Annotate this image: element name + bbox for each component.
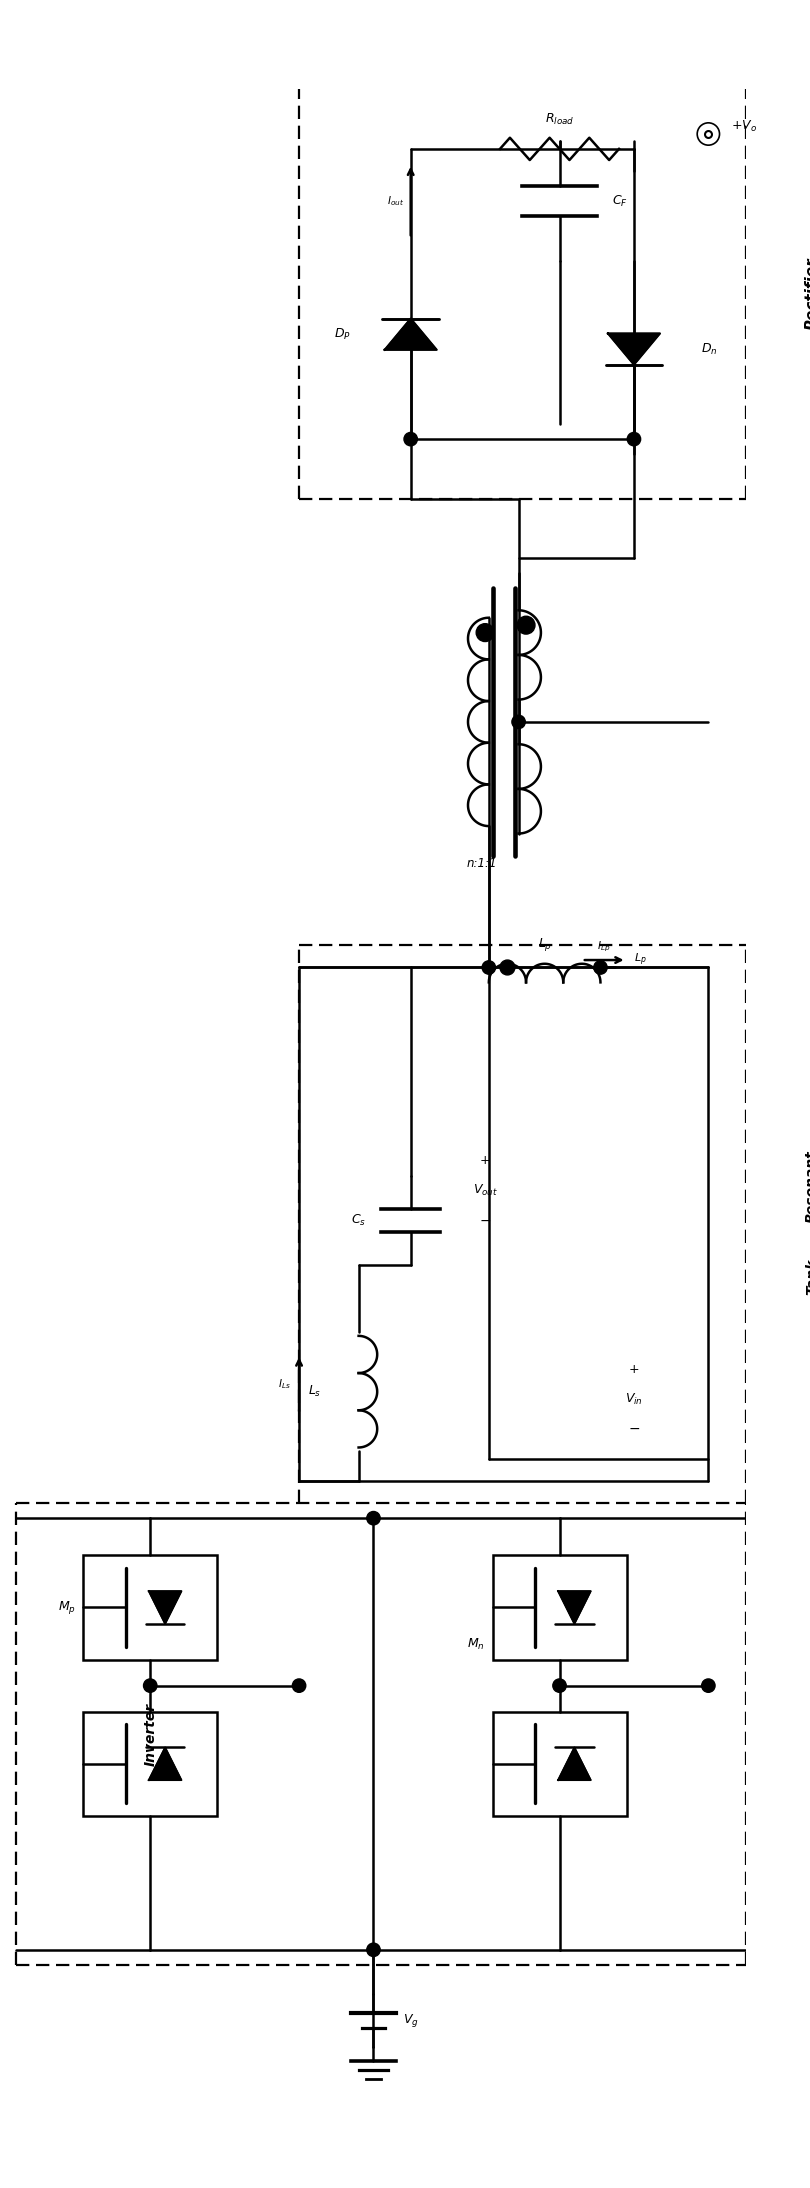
Text: −: −	[480, 1214, 491, 1227]
Text: +: +	[480, 1155, 490, 1168]
Polygon shape	[149, 1748, 181, 1781]
Text: $R_{load}$: $R_{load}$	[545, 112, 574, 127]
Polygon shape	[608, 333, 660, 365]
Text: Inverter: Inverter	[143, 1702, 157, 1766]
Circle shape	[553, 1678, 566, 1691]
Text: −: −	[628, 1422, 640, 1435]
Polygon shape	[149, 1591, 181, 1623]
Circle shape	[517, 617, 535, 635]
Text: $V_{in}$: $V_{in}$	[625, 1392, 643, 1407]
Text: $I_{out}$: $I_{out}$	[387, 195, 404, 208]
Text: $C_F$: $C_F$	[612, 193, 628, 208]
Circle shape	[627, 433, 641, 446]
Text: Resonant: Resonant	[805, 1151, 810, 1223]
Text: $+V_o$: $+V_o$	[731, 118, 757, 133]
Circle shape	[500, 961, 515, 976]
Circle shape	[594, 961, 608, 974]
Text: Rectifier: Rectifier	[805, 258, 810, 330]
Text: $D_P$: $D_P$	[335, 328, 352, 344]
Circle shape	[367, 1943, 380, 1956]
Circle shape	[143, 1678, 157, 1691]
Text: $V_g$: $V_g$	[403, 2013, 419, 2028]
Polygon shape	[558, 1591, 590, 1623]
Circle shape	[292, 1678, 305, 1691]
Text: $L_p$: $L_p$	[634, 952, 646, 969]
Polygon shape	[385, 319, 437, 350]
Circle shape	[367, 1512, 380, 1525]
Text: $L_p$: $L_p$	[538, 936, 552, 952]
Text: +: +	[629, 1363, 639, 1376]
Circle shape	[482, 961, 496, 974]
Text: Tank: Tank	[805, 1258, 810, 1295]
Polygon shape	[558, 1748, 590, 1781]
Text: n:1:1: n:1:1	[466, 858, 497, 871]
Text: $L_s$: $L_s$	[308, 1385, 322, 1398]
Text: $M_n$: $M_n$	[467, 1637, 485, 1652]
Circle shape	[512, 715, 526, 729]
Text: $M_p$: $M_p$	[58, 1599, 76, 1617]
Circle shape	[404, 433, 417, 446]
Text: $I_{Lp}$: $I_{Lp}$	[598, 939, 611, 954]
Text: $C_s$: $C_s$	[351, 1212, 366, 1227]
Text: $I_{Ls}$: $I_{Ls}$	[278, 1376, 291, 1392]
Text: $V_{out}$: $V_{out}$	[472, 1184, 497, 1199]
Circle shape	[701, 1678, 715, 1691]
Circle shape	[476, 624, 494, 641]
Text: $D_n$: $D_n$	[701, 341, 718, 357]
